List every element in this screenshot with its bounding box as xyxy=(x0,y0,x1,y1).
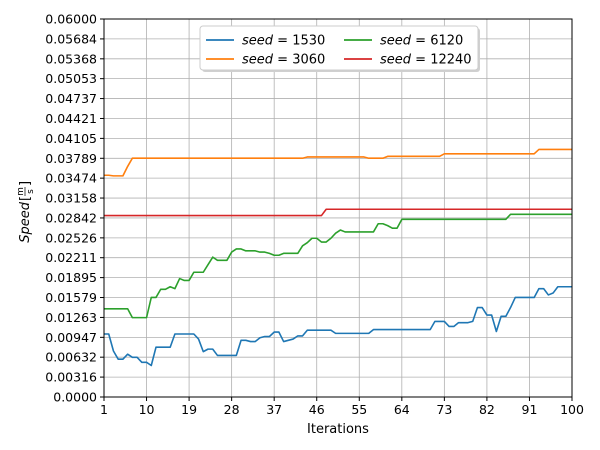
grid-lines xyxy=(103,18,573,398)
y-axis-label-unit-num: m xyxy=(16,187,26,196)
legend: seed = 1530 seed = 3060 seed = 6120 seed = … xyxy=(199,25,480,72)
x-tick-label: 100 xyxy=(560,402,584,417)
x-tick-label: 55 xyxy=(351,402,367,417)
plot-frame xyxy=(103,18,573,398)
y-tick-label: 0.00316 xyxy=(45,370,97,385)
y-tick-label: 0.01579 xyxy=(45,290,97,305)
y-axis-label-unit-den: s xyxy=(26,189,36,194)
y-tick-label: 0.04105 xyxy=(45,131,97,146)
y-tick-label: 0.03789 xyxy=(45,151,97,166)
y-axis-label-close-bracket: ] xyxy=(18,181,33,186)
legend-box xyxy=(199,25,479,71)
y-axis-label: Speed [ m s ] xyxy=(16,181,36,243)
legend-entry-3: seed = 6120 xyxy=(380,34,463,49)
legend-entry-4: seed = 12240 xyxy=(380,53,472,68)
series-lines xyxy=(104,148,572,367)
x-axis-label: Iterations xyxy=(307,422,369,437)
y-tick-label: 0.02211 xyxy=(45,250,97,265)
y-tick-label: 0.00632 xyxy=(45,350,97,365)
legend-entry-2: seed = 3060 xyxy=(242,53,325,68)
y-tick-label: 0.02526 xyxy=(45,230,97,245)
y-axis-label-open-bracket: [ xyxy=(18,196,33,201)
y-tick-label: 0.06000 xyxy=(45,12,97,27)
y-tick-label: 0.00947 xyxy=(45,330,97,345)
series-line-3 xyxy=(104,213,572,319)
x-tick-label: 91 xyxy=(522,402,538,417)
y-tick-label: 0.0000 xyxy=(53,390,97,405)
x-tick-label: 28 xyxy=(224,402,240,417)
x-tick-label: 1 xyxy=(100,402,108,417)
x-tick-label: 46 xyxy=(309,402,325,417)
axis-ticks: 1 10 19 28 37 46 55 64 73 82 91 100 0.0000 0.00316 0.0… xyxy=(45,12,584,418)
y-tick-label: 0.01263 xyxy=(45,310,97,325)
series-line-1 xyxy=(104,285,572,367)
y-tick-label: 0.04737 xyxy=(45,91,97,106)
legend-entry-1: seed = 1530 xyxy=(242,34,325,49)
y-tick-label: 0.05368 xyxy=(45,51,97,66)
y-tick-label: 0.01895 xyxy=(45,270,97,285)
y-axis-label-base: Speed xyxy=(18,201,33,243)
y-tick-label: 0.03158 xyxy=(45,191,97,206)
x-tick-label: 64 xyxy=(394,402,410,417)
y-tick-label: 0.04421 xyxy=(45,111,97,126)
y-tick-label: 0.02842 xyxy=(45,210,97,225)
series-line-4 xyxy=(104,208,572,217)
series-line-2 xyxy=(104,148,572,177)
x-tick-label: 73 xyxy=(436,402,452,417)
y-tick-label: 0.05684 xyxy=(45,31,97,46)
y-tick-label: 0.03474 xyxy=(45,171,97,186)
y-tick-label: 0.05053 xyxy=(45,71,97,86)
x-tick-label: 82 xyxy=(479,402,495,417)
x-tick-label: 19 xyxy=(181,402,197,417)
x-tick-label: 37 xyxy=(266,402,282,417)
x-tick-label: 10 xyxy=(139,402,155,417)
